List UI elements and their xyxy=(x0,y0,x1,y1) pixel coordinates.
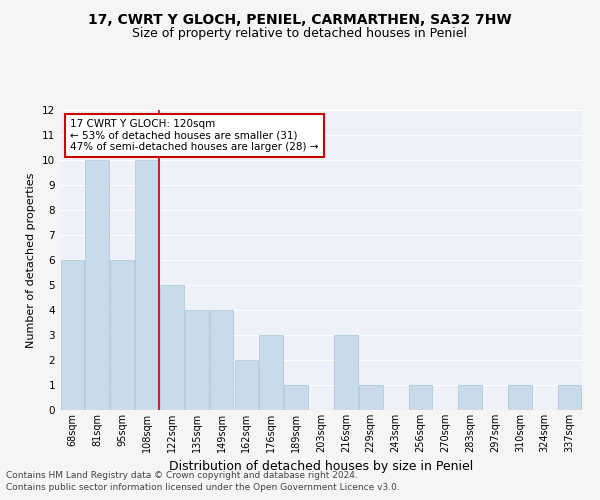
Bar xyxy=(135,160,159,410)
Bar xyxy=(409,385,432,410)
Y-axis label: Number of detached properties: Number of detached properties xyxy=(26,172,37,348)
Bar xyxy=(284,385,308,410)
X-axis label: Distribution of detached houses by size in Peniel: Distribution of detached houses by size … xyxy=(169,460,473,473)
Bar xyxy=(61,260,84,410)
Bar xyxy=(508,385,532,410)
Bar xyxy=(259,335,283,410)
Bar xyxy=(334,335,358,410)
Text: Contains public sector information licensed under the Open Government Licence v3: Contains public sector information licen… xyxy=(6,484,400,492)
Bar xyxy=(458,385,482,410)
Bar xyxy=(185,310,209,410)
Bar xyxy=(210,310,233,410)
Text: 17, CWRT Y GLOCH, PENIEL, CARMARTHEN, SA32 7HW: 17, CWRT Y GLOCH, PENIEL, CARMARTHEN, SA… xyxy=(88,12,512,26)
Bar xyxy=(160,285,184,410)
Bar xyxy=(110,260,134,410)
Bar xyxy=(359,385,383,410)
Bar xyxy=(558,385,581,410)
Text: Contains HM Land Registry data © Crown copyright and database right 2024.: Contains HM Land Registry data © Crown c… xyxy=(6,471,358,480)
Bar xyxy=(85,160,109,410)
Text: 17 CWRT Y GLOCH: 120sqm
← 53% of detached houses are smaller (31)
47% of semi-de: 17 CWRT Y GLOCH: 120sqm ← 53% of detache… xyxy=(70,119,319,152)
Bar xyxy=(235,360,258,410)
Text: Size of property relative to detached houses in Peniel: Size of property relative to detached ho… xyxy=(133,28,467,40)
